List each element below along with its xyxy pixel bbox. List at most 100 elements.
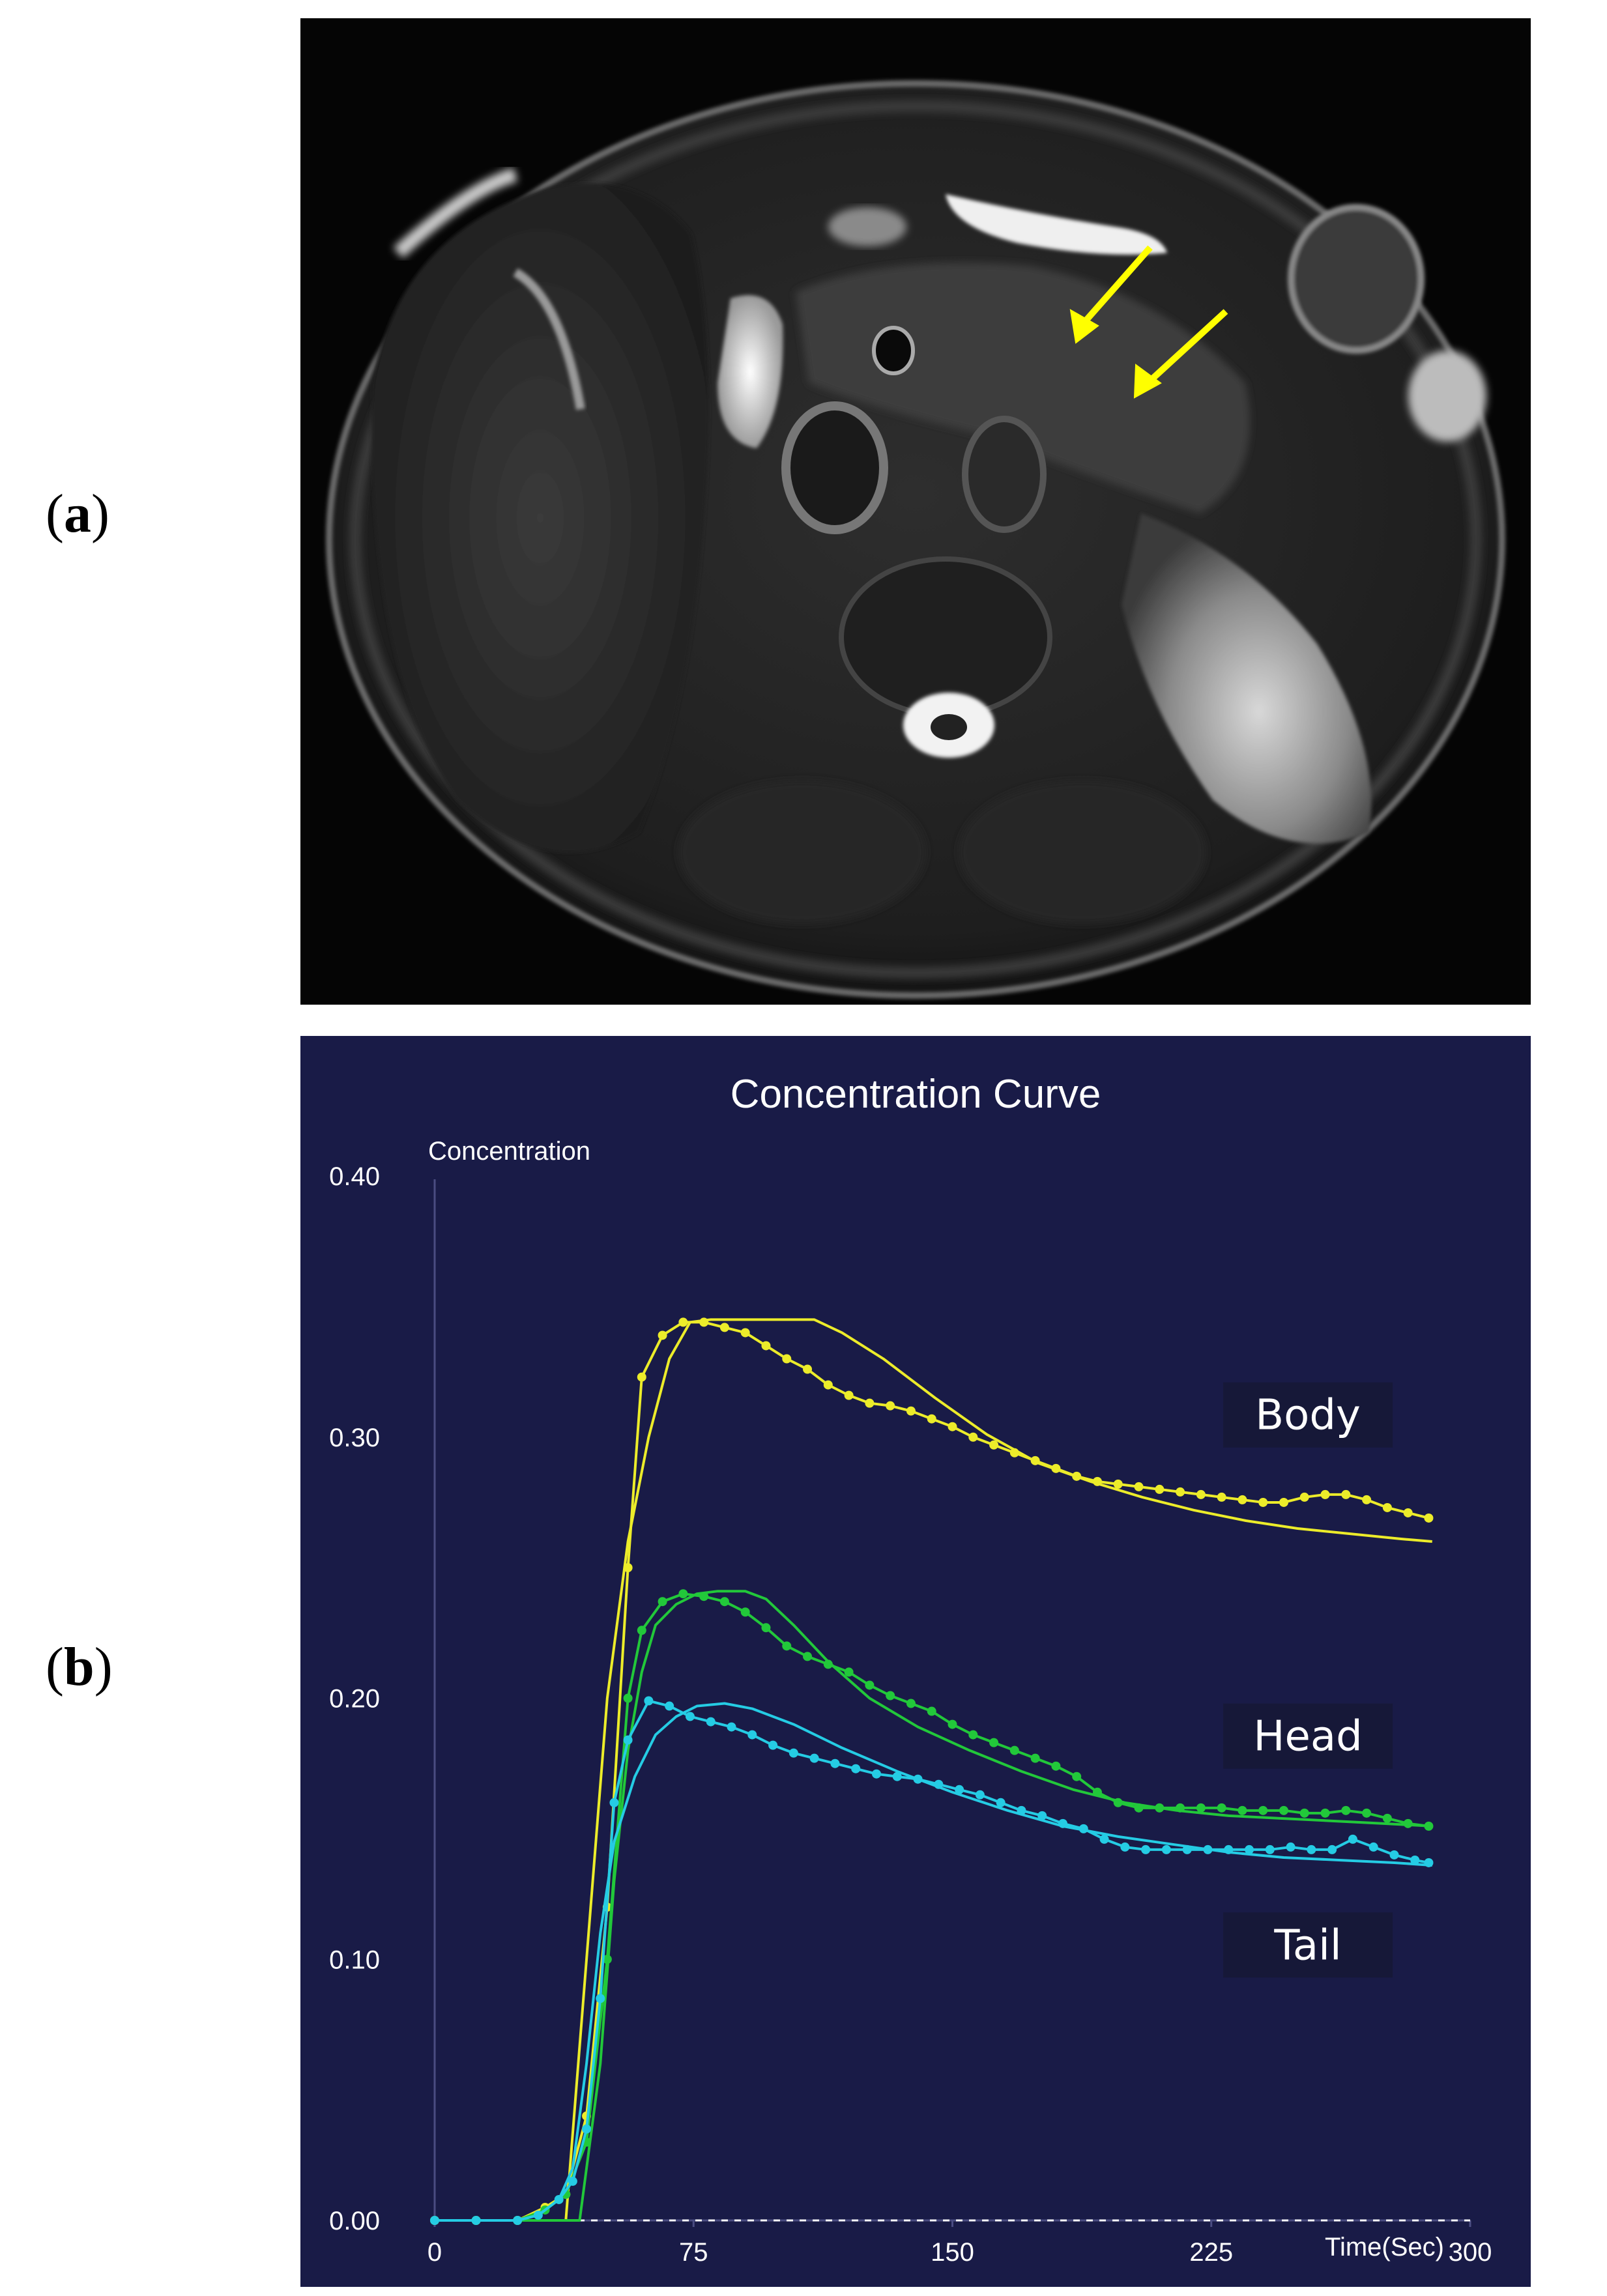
series-tail <box>430 1696 1434 2225</box>
data-point-head <box>1299 1808 1309 1818</box>
x-ticks: 0 75 150 225 300 <box>427 2220 1492 2267</box>
data-point-tail <box>871 1769 881 1779</box>
y-tick-label: 0.30 <box>329 1424 380 1452</box>
data-point-tail <box>644 1696 654 1706</box>
x-tick-label: 225 <box>1189 2238 1233 2267</box>
data-point-body <box>782 1354 792 1364</box>
chart-title: Concentration Curve <box>731 1072 1101 1117</box>
data-point-head <box>602 1955 612 1964</box>
data-point-tail <box>471 2216 481 2225</box>
data-point-tail <box>568 2176 577 2186</box>
data-point-head <box>1238 1805 1247 1815</box>
data-point-head <box>761 1623 771 1633</box>
data-point-body <box>865 1398 875 1408</box>
data-point-head <box>948 1719 957 1729</box>
y-ticks: 0.00 0.10 0.20 0.30 0.40 <box>329 1162 380 2235</box>
data-point-tail <box>892 1772 902 1781</box>
data-point-body <box>1424 1513 1434 1523</box>
data-point-head <box>1176 1803 1185 1813</box>
y-tick-label: 0.40 <box>329 1162 380 1191</box>
data-point-tail <box>1017 1805 1026 1815</box>
chart-background <box>300 1036 1531 2287</box>
series-layer <box>430 1317 1434 2225</box>
data-point-tail <box>1368 1842 1378 1852</box>
data-point-head <box>719 1597 729 1607</box>
data-point-head <box>1279 1805 1288 1815</box>
data-point-tail <box>727 1722 736 1732</box>
panel-label-a-letter: a <box>63 483 91 544</box>
data-point-tail <box>1286 1842 1296 1852</box>
data-point-tail <box>596 1994 605 2003</box>
data-point-head <box>637 1626 646 1635</box>
mri-spleen <box>1122 513 1372 844</box>
data-point-head <box>906 1699 916 1708</box>
data-point-tail <box>1224 1844 1234 1854</box>
data-point-tail <box>1307 1844 1316 1854</box>
arrow-upper <box>1069 245 1153 344</box>
data-point-body <box>1403 1508 1413 1517</box>
data-point-tail <box>809 1753 819 1763</box>
data-point-tail <box>1389 1850 1399 1859</box>
data-point-tail <box>1161 1844 1171 1854</box>
data-point-body <box>1238 1495 1247 1504</box>
data-point-head <box>1341 1805 1351 1815</box>
data-point-tail <box>913 1774 923 1784</box>
x-tick-label: 75 <box>679 2238 708 2267</box>
data-point-body <box>1362 1495 1372 1504</box>
data-point-tail <box>1265 1844 1275 1854</box>
series-body <box>430 1317 1434 2225</box>
data-point-head <box>1009 1745 1019 1755</box>
x-axis-label: Time(Sec) <box>1325 2233 1444 2261</box>
data-point-head <box>1092 1787 1102 1797</box>
data-point-tail <box>955 1785 964 1794</box>
panel-label-a-open: ( <box>46 483 64 544</box>
y-tick-label: 0.00 <box>329 2207 380 2235</box>
panel-label-b: (b) <box>46 1635 113 1699</box>
data-point-tail <box>1348 1834 1357 1844</box>
data-point-body <box>1134 1482 1144 1491</box>
series-label-tail: Tail <box>1273 1921 1341 1970</box>
concentration-chart: Concentration Curve Concentration Time(S… <box>300 1036 1531 2287</box>
data-point-body <box>1196 1489 1206 1499</box>
data-point-head <box>1362 1808 1372 1818</box>
data-point-tail <box>830 1758 840 1768</box>
data-point-tail <box>1245 1844 1254 1854</box>
data-point-body <box>886 1401 895 1411</box>
data-point-tail <box>554 2194 564 2204</box>
data-point-tail <box>747 1730 757 1740</box>
series-label-head: Head <box>1253 1713 1362 1761</box>
data-point-head <box>865 1680 875 1690</box>
data-point-body <box>637 1372 646 1382</box>
data-point-body <box>1341 1489 1351 1499</box>
data-point-head <box>803 1652 813 1661</box>
data-point-tail <box>513 2216 523 2225</box>
data-point-tail <box>430 2216 439 2225</box>
data-point-tail <box>1099 1834 1109 1844</box>
data-point-tail <box>1079 1824 1088 1833</box>
arrow-lower <box>1133 309 1228 399</box>
data-point-tail <box>1058 1818 1067 1828</box>
data-point-head <box>1382 1813 1392 1823</box>
data-point-head <box>658 1597 667 1607</box>
data-point-head <box>699 1592 709 1601</box>
data-point-body <box>1176 1487 1185 1497</box>
panel-label-a: (a) <box>46 482 109 545</box>
mri-liver <box>371 183 709 853</box>
data-point-head <box>968 1730 978 1740</box>
data-point-tail <box>996 1798 1006 1807</box>
data-point-body <box>1258 1497 1268 1507</box>
data-point-head <box>1196 1803 1206 1813</box>
data-point-head <box>782 1641 792 1651</box>
data-point-tail <box>1037 1811 1047 1820</box>
panel-label-b-close: ) <box>94 1637 113 1697</box>
data-point-tail <box>706 1717 716 1727</box>
data-point-head <box>886 1691 895 1700</box>
data-point-body <box>1092 1476 1102 1486</box>
data-point-tail <box>1327 1844 1337 1854</box>
y-axis-label: Concentration <box>428 1137 590 1166</box>
panel-label-b-open: ( <box>46 1637 64 1697</box>
data-point-body <box>1009 1448 1019 1457</box>
data-point-body <box>823 1380 833 1390</box>
data-point-head <box>740 1607 750 1617</box>
data-point-head <box>989 1738 999 1747</box>
